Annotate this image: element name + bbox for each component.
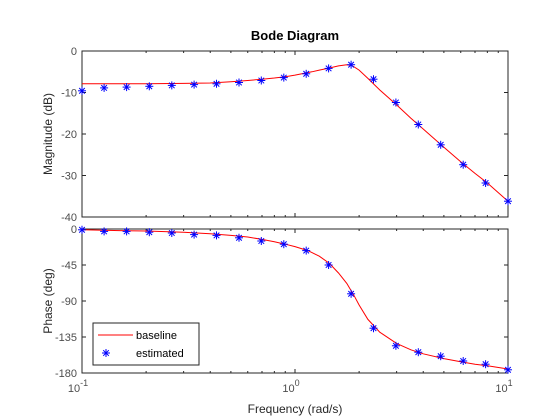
phase-estimated-point — [302, 246, 311, 255]
magnitude-y-tick-label: -30 — [61, 171, 77, 183]
phase-estimated-point — [235, 233, 243, 242]
magnitude-estimated-point — [100, 83, 109, 92]
phase-estimated-point — [78, 225, 86, 234]
phase-y-tick-label: -135 — [55, 332, 77, 344]
magnitude-estimated-point — [504, 197, 512, 206]
legend-box — [92, 322, 200, 366]
x-tick-label-exponent: 0 — [295, 378, 300, 388]
phase-y-tick-label: -90 — [61, 296, 77, 308]
phase-estimated-point — [347, 289, 356, 298]
magnitude-y-tick-label: -40 — [61, 212, 77, 224]
x-tick-label: 10-1 — [68, 378, 88, 395]
phase-estimated-point — [122, 227, 131, 236]
magnitude-estimated-point — [122, 83, 131, 92]
x-tick-label-base: 10 — [495, 383, 507, 395]
phase-estimated-point — [414, 348, 423, 357]
magnitude-estimated-point — [167, 81, 176, 90]
magnitude-estimated-point — [78, 86, 86, 95]
magnitude-estimated-point — [279, 73, 288, 82]
magnitude-estimated-point — [235, 78, 243, 87]
magnitude-y-tick-label: -10 — [61, 88, 77, 100]
magnitude-estimated-point — [347, 60, 356, 69]
phase-y-tick-label: 0 — [71, 224, 77, 236]
phase-y-tick-label: -180 — [55, 368, 77, 380]
legend-estimated-swatch — [102, 349, 110, 357]
magnitude-estimated-point — [459, 160, 468, 169]
magnitude-estimated-point — [212, 79, 221, 88]
phase-estimated-point — [369, 324, 378, 333]
magnitude-estimated-point — [302, 69, 311, 78]
phase-y-axis-label: Phase (deg) — [41, 268, 55, 333]
phase-estimated-point — [391, 341, 400, 350]
phase-estimated-point — [190, 230, 199, 239]
phase-estimated-point — [100, 227, 109, 236]
magnitude-estimated-point — [436, 140, 445, 149]
x-tick-label: 100 — [282, 378, 299, 395]
phase-y-tick-label: -45 — [61, 260, 77, 272]
legend-estimated-label: estimated — [136, 348, 184, 360]
x-tick-label-exponent: -1 — [80, 378, 88, 388]
phase-estimated-point — [459, 357, 468, 365]
magnitude-y-axis-label: Magnitude (dB) — [41, 93, 55, 175]
x-tick-label-base: 10 — [68, 383, 80, 395]
phase-estimated-point — [212, 231, 221, 240]
magnitude-panel: 0 -10 -20 -30 -40 Magnitude (dB) — [41, 46, 512, 224]
phase-estimated-point — [481, 360, 490, 369]
magnitude-estimated-point — [391, 98, 400, 107]
phase-estimated-point — [257, 237, 266, 245]
phase-estimated-point — [436, 352, 445, 361]
magnitude-estimated-point — [481, 179, 490, 187]
legend: baseline estimated — [92, 322, 200, 366]
magnitude-estimated-point — [414, 120, 423, 129]
phase-estimated-point — [167, 229, 176, 237]
chart-title: Bode Diagram — [251, 28, 339, 43]
magnitude-estimated-point — [190, 80, 199, 89]
phase-estimated-point — [279, 240, 288, 249]
phase-estimated-point — [145, 228, 154, 237]
phase-estimated-point — [324, 261, 333, 269]
magnitude-estimated-point — [257, 76, 266, 85]
legend-baseline-label: baseline — [136, 330, 177, 342]
x-tick-label-exponent: 1 — [508, 378, 513, 388]
phase-panel: 0 -45 -90 -135 -180 Phase (deg) baseline estima… — [41, 224, 512, 380]
x-tick-label: 101 — [495, 378, 512, 395]
magnitude-estimated-point — [145, 82, 154, 91]
phase-estimated-point — [504, 365, 512, 374]
phase-baseline-line — [81, 229, 509, 370]
magnitude-estimated-point — [369, 75, 378, 84]
magnitude-y-tick-label: 0 — [71, 46, 77, 58]
x-tick-label-base: 10 — [282, 383, 294, 395]
magnitude-axes-box — [81, 50, 509, 218]
x-axis-label: Frequency (rad/s) — [248, 402, 343, 416]
magnitude-y-tick-label: -20 — [61, 129, 77, 141]
magnitude-estimated-point — [324, 64, 333, 73]
